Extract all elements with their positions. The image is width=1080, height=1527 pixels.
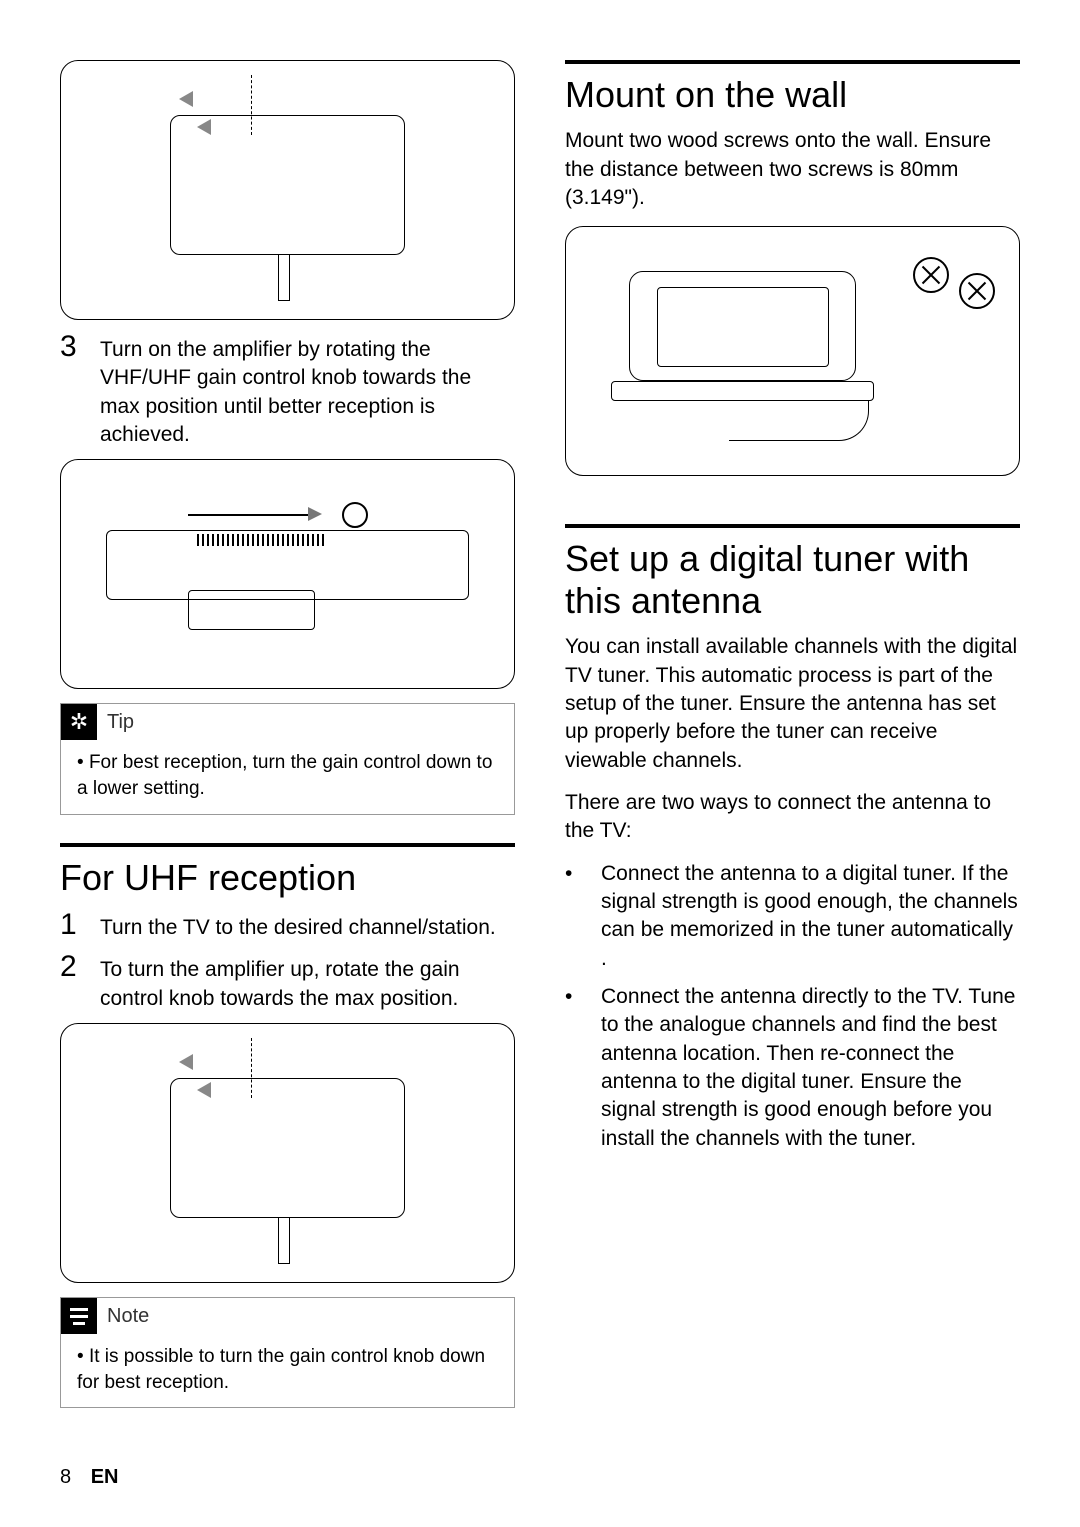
bullet-text: Connect the antenna directly to the TV. … (601, 983, 1020, 1153)
note-label: Note (107, 1305, 149, 1328)
section-rule (60, 843, 515, 847)
bullet-icon: • (565, 860, 579, 973)
mount-paragraph: Mount two wood screws onto the wall. Ens… (565, 127, 1020, 212)
illustration-antenna-front-2 (60, 1023, 515, 1283)
mount-heading: Mount on the wall (565, 74, 1020, 115)
step-number: 2 (60, 952, 86, 1013)
uhf-heading: For UHF reception (60, 857, 515, 898)
step-3: 3 Turn on the amplifier by rotating the … (60, 332, 515, 449)
illustration-gain-knob (60, 459, 515, 689)
page-number: 8 (60, 1466, 71, 1488)
section-rule (565, 60, 1020, 64)
tip-header: ✲ Tip (61, 704, 514, 740)
asterisk-icon: ✲ (70, 709, 88, 735)
note-body: It is possible to turn the gain control … (61, 1334, 514, 1407)
tuner-bullet-2: • Connect the antenna directly to the TV… (565, 983, 1020, 1153)
tuner-bullet-1: • Connect the antenna to a digital tuner… (565, 860, 1020, 973)
tuner-bullet-list: • Connect the antenna to a digital tuner… (565, 860, 1020, 1153)
tuner-heading: Set up a digital tuner with this antenna (565, 538, 1020, 621)
tip-callout: ✲ Tip For best reception, turn the gain … (60, 703, 515, 814)
step-text: Turn the TV to the desired channel/stati… (100, 910, 496, 942)
tuner-paragraph-2: There are two ways to connect the antenn… (565, 789, 1020, 846)
note-header: Note (61, 1298, 514, 1334)
step-number: 1 (60, 910, 86, 942)
bullet-icon: • (565, 983, 579, 1153)
uhf-step-2: 2 To turn the amplifier up, rotate the g… (60, 952, 515, 1013)
page-footer: 8 EN (60, 1466, 118, 1489)
tuner-paragraph-1: You can install available channels with … (565, 633, 1020, 775)
page-lang: EN (91, 1466, 119, 1488)
note-icon (61, 1298, 97, 1334)
note-callout: Note It is possible to turn the gain con… (60, 1297, 515, 1408)
step-text: To turn the amplifier up, rotate the gai… (100, 952, 515, 1013)
uhf-step-1: 1 Turn the TV to the desired channel/sta… (60, 910, 515, 942)
tip-body: For best reception, turn the gain contro… (61, 740, 514, 813)
note-text: It is possible to turn the gain control … (77, 1344, 498, 1395)
step-number: 3 (60, 332, 86, 449)
tip-text: For best reception, turn the gain contro… (77, 750, 498, 801)
right-column: Mount on the wall Mount two wood screws … (565, 60, 1020, 1436)
page-columns: 3 Turn on the amplifier by rotating the … (60, 60, 1020, 1436)
illustration-antenna-front-1 (60, 60, 515, 320)
step-text: Turn on the amplifier by rotating the VH… (100, 332, 515, 449)
tip-icon: ✲ (61, 704, 97, 740)
bullet-text: Connect the antenna to a digital tuner. … (601, 860, 1020, 973)
illustration-wall-mount (565, 226, 1020, 476)
tip-label: Tip (107, 711, 134, 734)
left-column: 3 Turn on the amplifier by rotating the … (60, 60, 515, 1436)
section-rule (565, 524, 1020, 528)
